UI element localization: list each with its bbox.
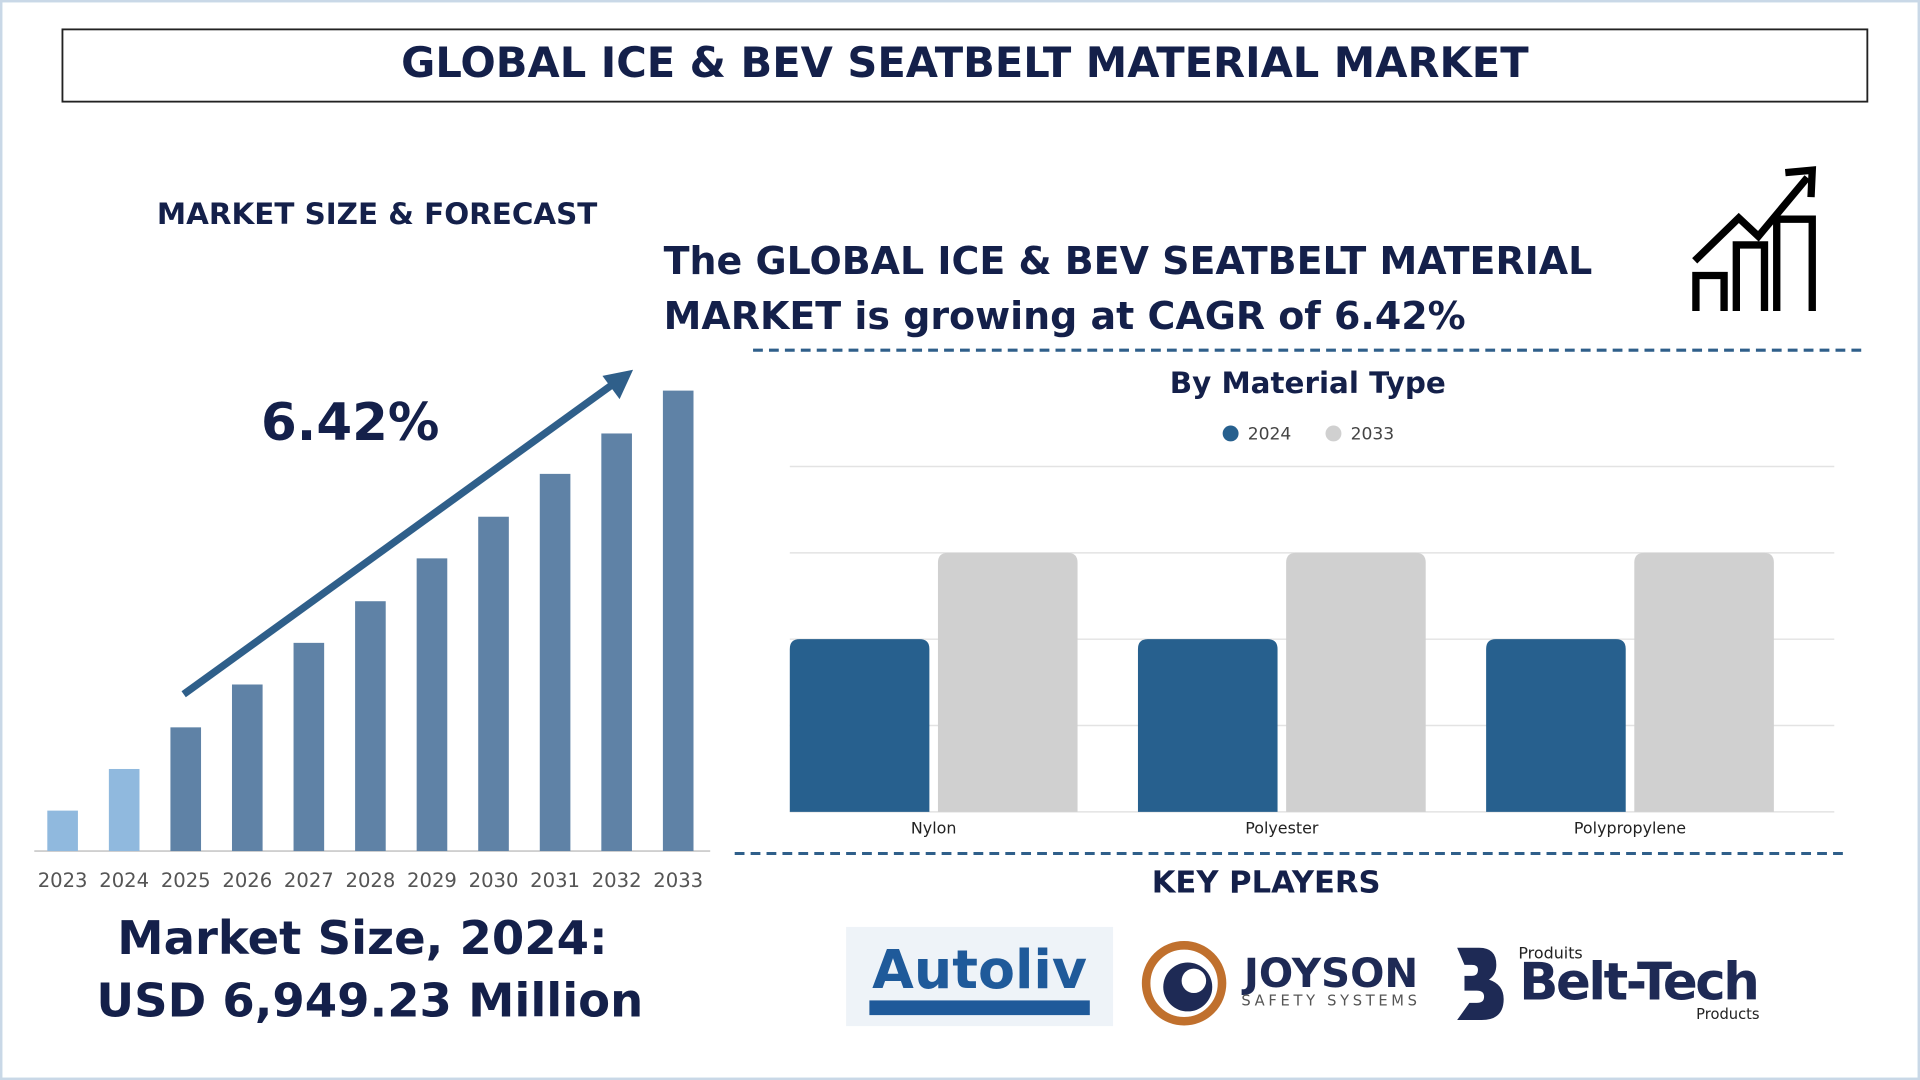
bar: [108, 768, 140, 852]
growth-arrow: [181, 379, 619, 698]
x-tick-label: 2029: [407, 869, 457, 892]
x-tick-label: 2027: [284, 869, 334, 892]
belttech-top: Produits: [1518, 943, 1582, 962]
legend-label: 2033: [1351, 425, 1395, 445]
chart-title: By Material Type: [1170, 366, 1446, 400]
market-size-label: Market Size, 2024:: [117, 911, 607, 965]
bar: [293, 642, 325, 852]
growth-icon: [1692, 166, 1817, 312]
bar: [170, 727, 202, 852]
x-tick-label: 2030: [469, 869, 519, 892]
x-tick-label: 2033: [653, 869, 703, 892]
growth-arrow-head: [602, 369, 634, 400]
x-tick-label: Polyester: [1245, 818, 1319, 837]
forecast-heading: MARKET SIZE & FORECAST: [157, 197, 597, 231]
bar: [355, 601, 386, 852]
bar: [416, 558, 448, 852]
key-players-heading: KEY PLAYERS: [1152, 866, 1381, 901]
x-tick-label: 2032: [592, 869, 642, 892]
joyson-swirl-hole: [1181, 968, 1207, 994]
bar: [47, 810, 78, 852]
bar: [789, 639, 930, 812]
bar: [937, 552, 1078, 812]
headline-line-2: MARKET is growing at CAGR of 6.42%: [664, 294, 1466, 338]
bar: [478, 516, 509, 852]
bar: [662, 390, 694, 852]
bar: [1634, 552, 1774, 812]
title-box: [61, 28, 1869, 103]
x-tick-label: Nylon: [911, 818, 957, 837]
joyson-swirl: [1141, 941, 1227, 1026]
x-tick-label: 2026: [222, 869, 272, 892]
bar: [539, 473, 571, 852]
market-size-value: USD 6,949.23 Million: [96, 974, 643, 1028]
x-tick-label: 2024: [99, 869, 149, 892]
x-tick-label: Polypropylene: [1574, 818, 1686, 837]
bar: [1137, 639, 1278, 812]
x-tick-label: 2025: [161, 869, 211, 892]
legend-label: 2024: [1248, 425, 1292, 445]
cagr-label: 6.42%: [261, 393, 439, 453]
belttech-mark: [1457, 947, 1504, 1020]
headline-line-1: The GLOBAL ICE & BEV SEATBELT MATERIAL: [664, 239, 1593, 283]
joyson-logo: JOYSON: [1241, 949, 1418, 997]
autoliv-logo: Autoliv: [872, 938, 1087, 1001]
autoliv-bar: [869, 1000, 1090, 1016]
bar: [1486, 639, 1626, 812]
legend-marker: [1222, 425, 1239, 442]
x-tick-label: 2031: [530, 869, 580, 892]
belttech-logo: Belt-Tech: [1519, 953, 1757, 1013]
title: GLOBAL ICE & BEV SEATBELT MATERIAL MARKE…: [401, 38, 1529, 87]
belttech-bottom: Products: [1696, 1006, 1759, 1023]
x-tick-label: 2023: [38, 869, 88, 892]
bar: [231, 684, 263, 852]
x-tick-label: 2028: [345, 869, 395, 892]
joyson-subtitle: SAFETY SYSTEMS: [1241, 993, 1420, 1010]
legend-marker: [1325, 425, 1342, 442]
bar: [1286, 552, 1426, 812]
bar: [601, 433, 632, 852]
